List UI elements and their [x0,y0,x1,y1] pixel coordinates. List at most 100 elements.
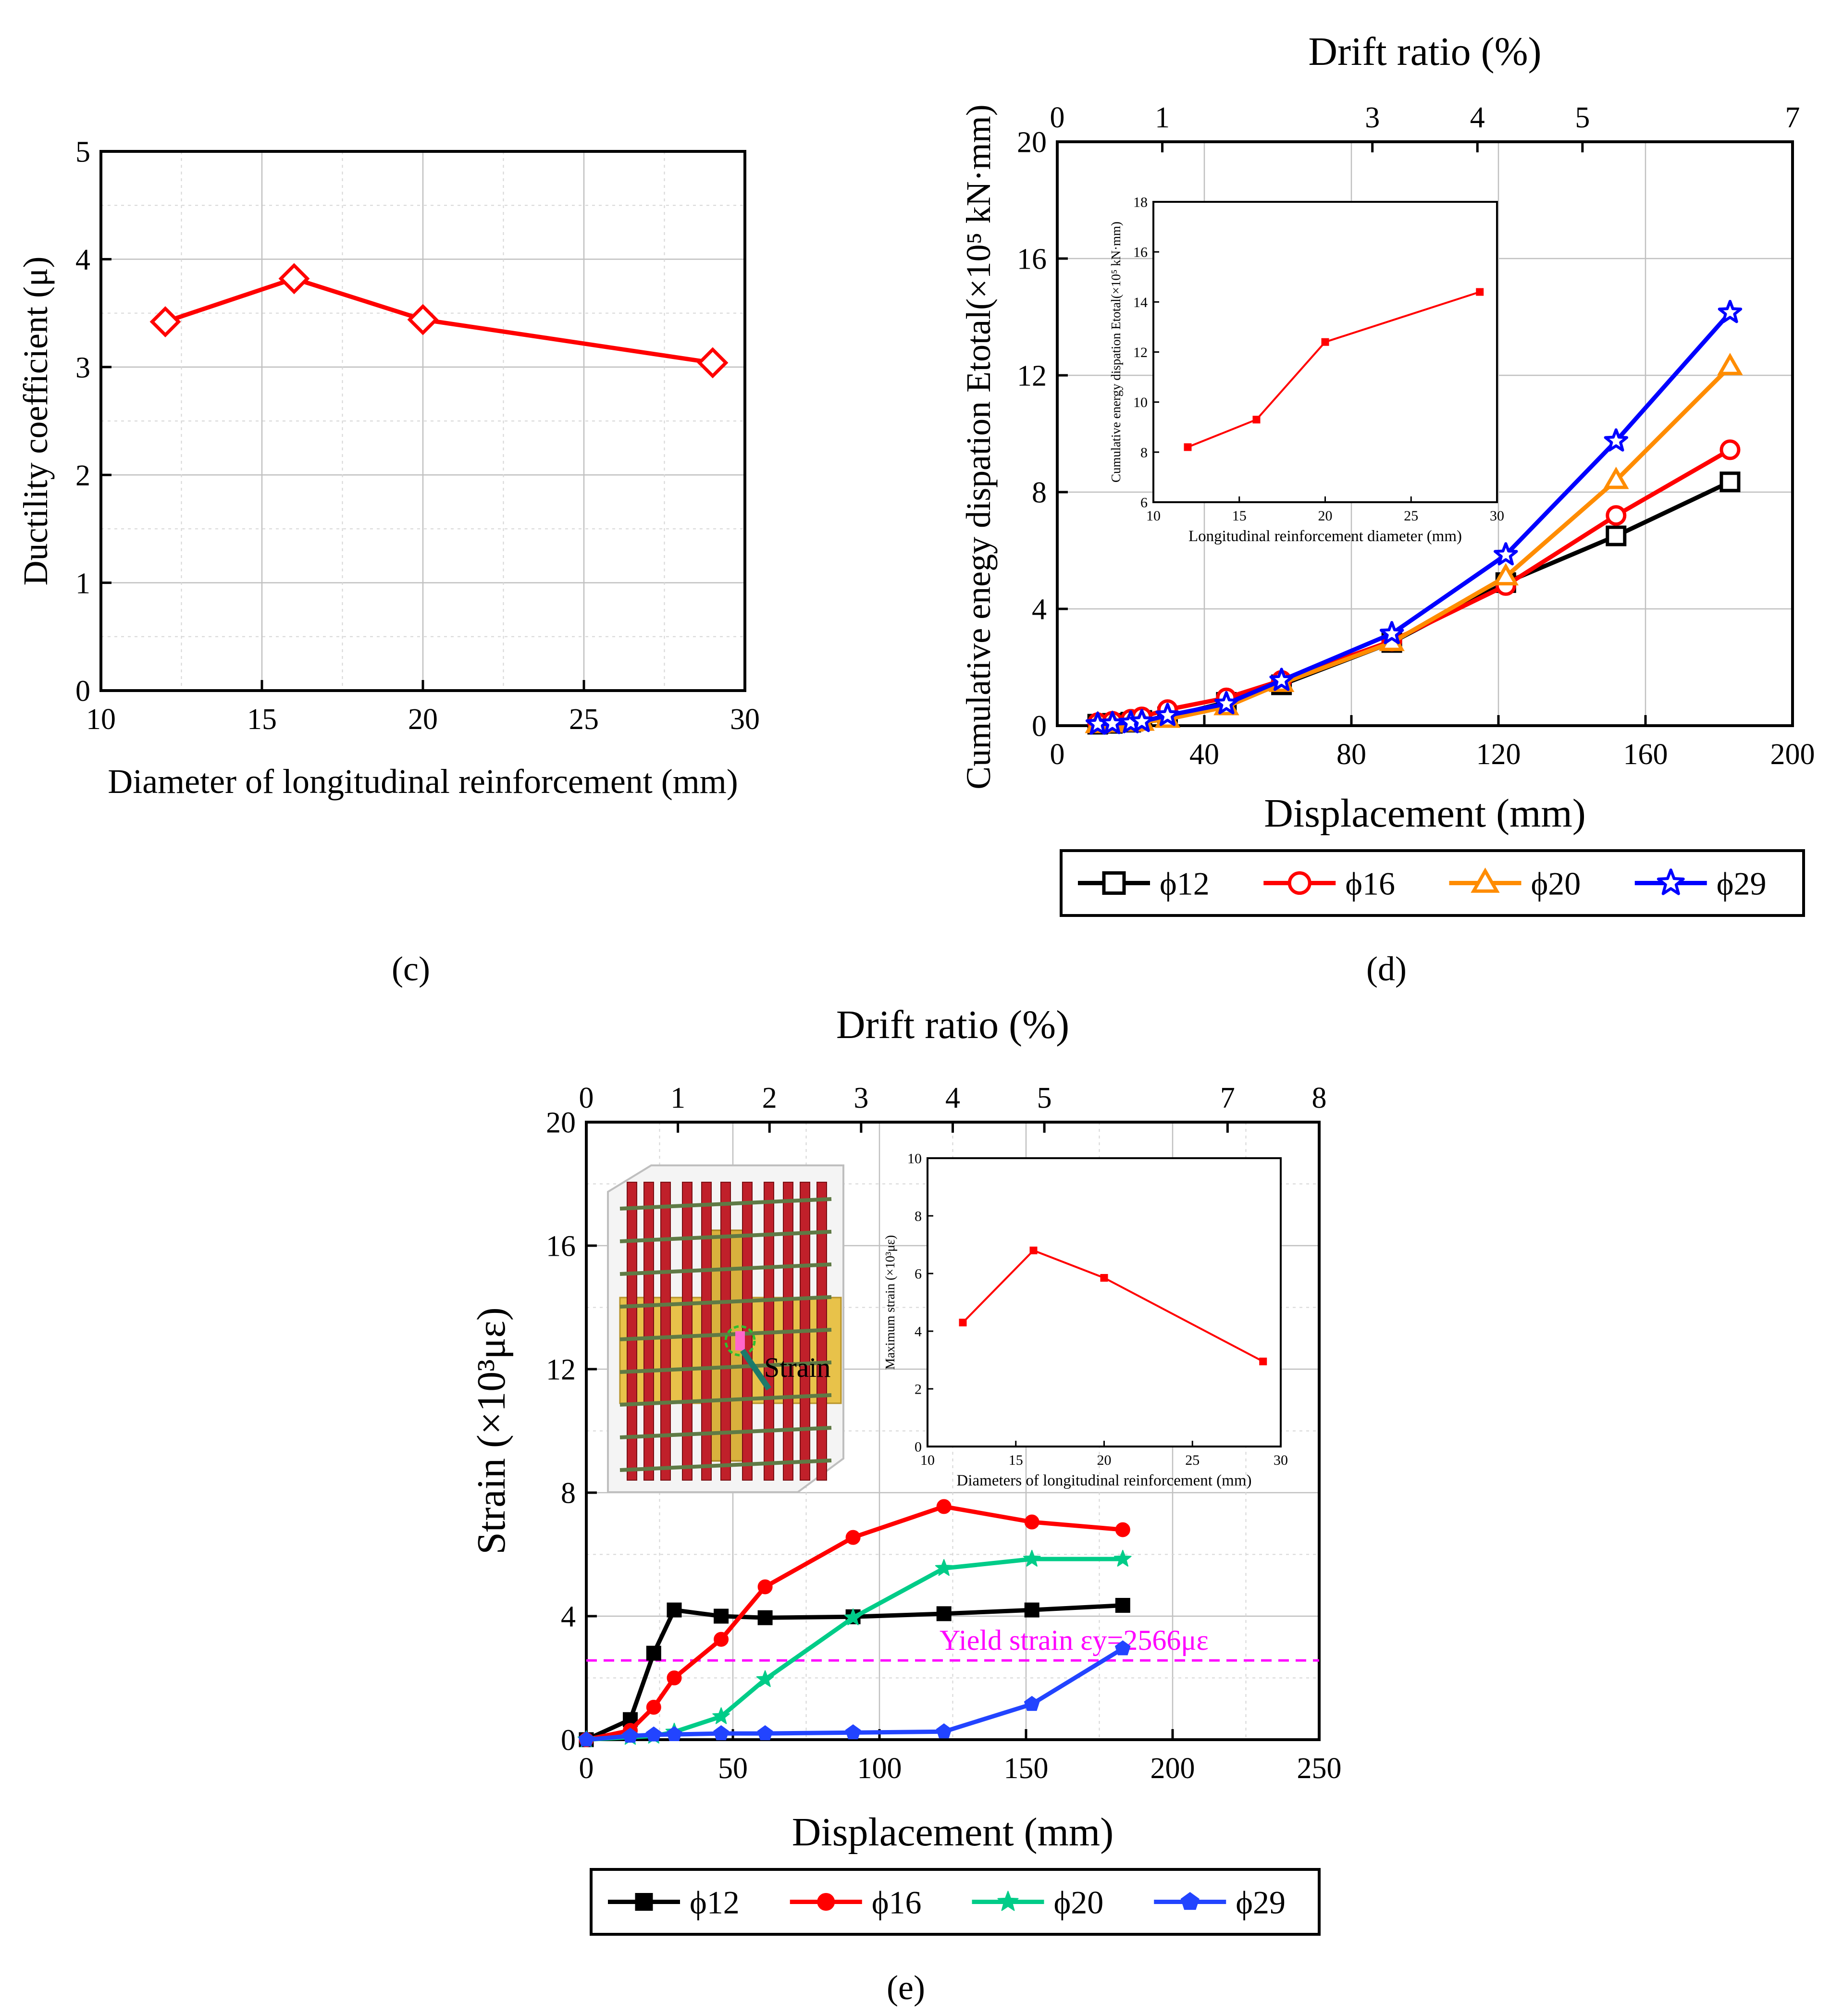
legend-label: ϕ20 [1054,1884,1104,1920]
panel-label-c: (c) [392,950,430,988]
x-axis-title: Diameter of longitudinal reinforcement (… [108,762,738,801]
x-tick-label: 150 [1004,1752,1049,1785]
data-point [1603,467,1629,489]
y-axis-title: Ductility coefficient (μ) [16,256,55,585]
stirrup [619,1459,832,1472]
legend-label: ϕ20 [1531,865,1581,902]
data-point [1023,1549,1041,1567]
x-tick-label: 40 [1189,738,1219,771]
series-line-ϕ16 [586,1504,1123,1742]
strain-gauge-highlight [724,1325,756,1357]
x-tick-label: 120 [1476,738,1521,771]
x-tick-label: 25 [569,703,599,736]
strain-gauge [735,1331,745,1350]
inset-y-tick-label: 6 [1140,495,1148,511]
legend-marker [817,1893,835,1911]
y-tick-label: 16 [546,1230,576,1263]
inset-y-tick-label: 18 [1133,195,1148,210]
x-tick-label: 20 [408,703,438,736]
legend-marker [1180,1892,1200,1910]
x-axis-title: Displacement (mm) [1264,791,1585,836]
inset-data-point [1184,443,1192,451]
inset-data-point [1476,288,1484,296]
legend-marker [1657,868,1685,895]
x2-tick-label: 7 [1785,101,1800,134]
x2-tick-label: 0 [579,1082,594,1114]
data-point [667,1602,682,1618]
x-tick-label: 15 [247,703,277,736]
data-point [756,1670,774,1687]
axes-frame [1056,140,1794,727]
panel-label-d: (d) [1366,950,1407,988]
data-point [845,1724,861,1740]
inset-series-line [962,1249,1264,1362]
inset-x-tick-label: 20 [1318,508,1333,524]
x-tick-label: 100 [857,1752,902,1785]
inset-y-tick-label: 8 [1140,445,1148,460]
data-point [1606,505,1627,526]
x-tick-label: 30 [730,703,760,736]
y-tick-label: 8 [561,1477,576,1510]
inset-data-point [959,1319,967,1326]
y-tick-label: 4 [1032,594,1047,626]
data-point [278,263,310,295]
data-point [1024,1695,1040,1711]
inset-y-tick-label: 2 [915,1382,922,1398]
data-point [622,1728,638,1743]
data-point [936,1723,952,1739]
inset-data-point [1100,1274,1108,1282]
data-point [645,1726,662,1742]
data-point [757,1725,773,1741]
inset-data-point [1252,416,1261,424]
legend-label: ϕ12 [1160,865,1210,902]
data-point [1717,353,1743,375]
data-point [1604,428,1629,452]
inset-frame-bg [1152,201,1498,503]
data-point [1024,1514,1039,1530]
series-line-ϕ12 [585,1603,1123,1742]
x-tick-label: 80 [1336,738,1366,771]
data-point [697,347,729,379]
inset-y-tick-label: 4 [915,1324,922,1340]
x-axis-title: Displacement (mm) [792,1810,1113,1855]
inset-x-tick-label: 15 [1232,508,1247,524]
longitudinal-rebar [660,1182,671,1481]
data-point [1129,709,1154,732]
inset-y-tick-label: 0 [915,1439,922,1455]
y-tick-label: 1 [75,567,90,600]
inset-data-point [1259,1358,1267,1365]
data-point [646,1700,661,1715]
inset-x-tick-label: 25 [1404,508,1418,524]
inset-data-point [1321,338,1329,346]
inset-x-tick-label: 20 [1097,1452,1112,1468]
x2-tick-label: 4 [1470,101,1485,134]
x-tick-label: 0 [579,1752,594,1785]
inset-x-tick-label: 25 [1185,1452,1200,1468]
strain-callout-text: Strain [764,1352,831,1383]
data-point [1024,1602,1039,1618]
legend-label: ϕ29 [1717,865,1767,902]
x-tick-label: 10 [86,703,116,736]
y-tick-label: 0 [75,675,90,708]
y-tick-label: 0 [1032,710,1047,743]
stirrup [619,1426,832,1439]
y-tick-label: 20 [1017,126,1047,159]
legend-marker [1471,867,1500,893]
panel-label-e: (e) [887,1968,925,2007]
inset-x-tick-label: 10 [1146,508,1161,524]
data-point [1379,621,1404,644]
y-tick-label: 12 [1017,360,1047,393]
x-tick-label: 0 [1050,738,1065,771]
x2-tick-label: 4 [945,1082,960,1114]
data-point [666,1726,682,1742]
x-tick-label: 160 [1623,738,1668,771]
x2-tick-label: 2 [762,1082,777,1114]
inset-x-axis-title: Diameters of longitudinal reinforcement … [957,1472,1252,1489]
x2-tick-label: 3 [853,1082,868,1114]
data-point [1155,703,1180,726]
y-axis-title: Cumulative enegy dispation Etotal(×10⁵ k… [959,104,998,789]
data-point [936,1499,952,1514]
data-point [712,1707,730,1724]
